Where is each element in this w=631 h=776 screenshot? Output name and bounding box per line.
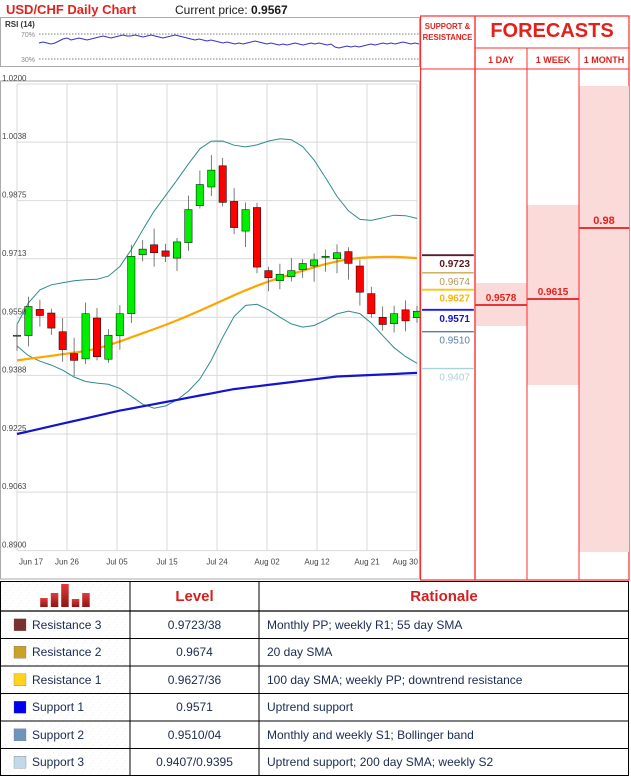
svg-text:FORECASTS: FORECASTS xyxy=(490,20,613,42)
svg-text:0.9225: 0.9225 xyxy=(2,424,27,433)
svg-text:Level: Level xyxy=(175,588,213,605)
svg-text:Jun 17: Jun 17 xyxy=(19,558,44,567)
svg-text:RESISTANCE: RESISTANCE xyxy=(423,33,473,42)
svg-text:Aug 30: Aug 30 xyxy=(393,558,419,567)
svg-text:1 MONTH: 1 MONTH xyxy=(584,55,625,65)
svg-text:Monthly and weekly S1; Bolling: Monthly and weekly S1; Bollinger band xyxy=(267,728,474,742)
svg-text:0.8900: 0.8900 xyxy=(2,541,27,550)
svg-text:0.9627: 0.9627 xyxy=(439,294,470,305)
svg-text:0.9571: 0.9571 xyxy=(439,314,470,325)
svg-text:0.9723/38: 0.9723/38 xyxy=(168,618,222,632)
svg-text:Resistance 3: Resistance 3 xyxy=(32,618,102,632)
svg-text:0.9571: 0.9571 xyxy=(176,700,213,714)
svg-text:0.9510: 0.9510 xyxy=(439,336,470,347)
svg-text:Monthly PP; weekly R1; 55 day: Monthly PP; weekly R1; 55 day SMA xyxy=(267,618,462,632)
svg-text:0.9875: 0.9875 xyxy=(2,191,27,200)
svg-text:Support 3: Support 3 xyxy=(32,755,84,769)
svg-text:1 WEEK: 1 WEEK xyxy=(536,55,571,65)
svg-text:0.9578: 0.9578 xyxy=(486,293,517,304)
svg-text:Jul 15: Jul 15 xyxy=(156,558,178,567)
svg-text:0.9674: 0.9674 xyxy=(439,277,470,288)
svg-text:0.9388: 0.9388 xyxy=(2,365,27,374)
svg-text:0.98: 0.98 xyxy=(593,215,614,227)
svg-text:Support 2: Support 2 xyxy=(32,728,84,742)
svg-text:Jun 26: Jun 26 xyxy=(55,558,80,567)
svg-text:1.0038: 1.0038 xyxy=(2,132,27,141)
svg-text:20 day SMA: 20 day SMA xyxy=(267,645,332,659)
svg-text:0.9674: 0.9674 xyxy=(176,645,213,659)
svg-text:0.9510/04: 0.9510/04 xyxy=(168,728,222,742)
svg-text:Aug 02: Aug 02 xyxy=(254,558,280,567)
svg-text:Jul 24: Jul 24 xyxy=(206,558,228,567)
svg-text:Rationale: Rationale xyxy=(410,588,478,605)
svg-text:Aug 21: Aug 21 xyxy=(354,558,380,567)
svg-text:1.0200: 1.0200 xyxy=(2,74,27,83)
svg-text:Resistance 1: Resistance 1 xyxy=(32,673,102,687)
svg-text:0.9407/0.9395: 0.9407/0.9395 xyxy=(156,755,233,769)
svg-text:Support 1: Support 1 xyxy=(32,700,84,714)
svg-text:Jul 05: Jul 05 xyxy=(106,558,128,567)
svg-text:0.9713: 0.9713 xyxy=(2,249,27,258)
svg-text:100 day SMA; weekly PP; downtr: 100 day SMA; weekly PP; downtrend resist… xyxy=(267,673,523,687)
svg-text:0.9550: 0.9550 xyxy=(2,307,27,316)
svg-text:Aug 12: Aug 12 xyxy=(304,558,330,567)
svg-text:1 DAY: 1 DAY xyxy=(488,55,514,65)
svg-text:0.9627/36: 0.9627/36 xyxy=(168,673,222,687)
svg-text:Uptrend support; 200 day SMA;: Uptrend support; 200 day SMA; weekly S2 xyxy=(267,755,493,769)
svg-text:Uptrend support: Uptrend support xyxy=(267,700,354,714)
svg-text:Resistance 2: Resistance 2 xyxy=(32,645,102,659)
svg-text:0.9063: 0.9063 xyxy=(2,482,27,491)
svg-text:0.9407: 0.9407 xyxy=(439,373,470,384)
svg-text:0.9723: 0.9723 xyxy=(439,259,470,270)
svg-text:SUPPORT &: SUPPORT & xyxy=(425,22,471,31)
svg-text:0.9615: 0.9615 xyxy=(538,287,569,298)
